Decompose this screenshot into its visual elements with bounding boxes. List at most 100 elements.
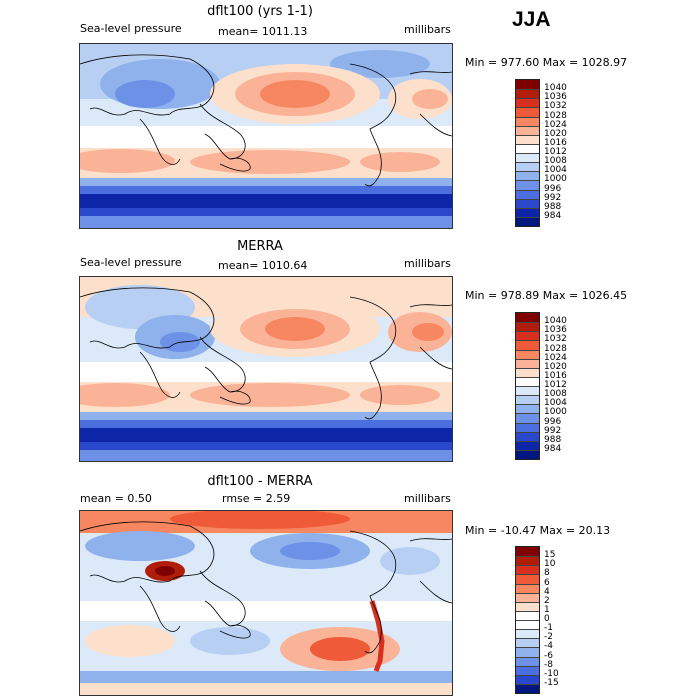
colorbar-swatch (516, 431, 539, 441)
panel-1-mean-label: mean= 1011.13 (218, 25, 308, 38)
colorbar-swatch (516, 647, 539, 657)
colorbar-swatch (516, 547, 539, 557)
panel-3-map (79, 510, 453, 696)
panel-3-stats: Min = -10.47 Max = 20.13 (465, 524, 611, 537)
panel-2-title: MERRA (237, 239, 283, 254)
colorbar-tick-label: 1032 (544, 101, 567, 112)
colorbar-tick-label: 1012 (544, 147, 567, 157)
panel-1-variable-label: Sea-level pressure (80, 22, 182, 35)
colorbar-swatch (516, 313, 539, 323)
panel-2-map (79, 276, 453, 462)
colorbar-swatch (516, 349, 539, 359)
colorbar-tick-label: 1000 (544, 174, 567, 185)
colorbar-swatch (516, 134, 539, 144)
colorbar-swatch (516, 171, 539, 181)
colorbar-tick-label: 996 (544, 416, 562, 427)
panel-3-colorbar (515, 546, 540, 694)
colorbar-swatch (516, 674, 539, 684)
season-label: JJA (512, 8, 551, 31)
colorbar-tick-label: 1020 (544, 361, 567, 372)
panel-1-colorbar (515, 79, 540, 227)
colorbar-tick-label: 1000 (544, 407, 567, 418)
colorbar-tick-label: 1016 (544, 370, 567, 381)
colorbar-swatch (516, 665, 539, 675)
colorbar-swatch (516, 565, 539, 575)
panel-2-units-label: millibars (404, 257, 451, 270)
colorbar-swatch (516, 189, 539, 199)
panel-2-field (80, 277, 452, 461)
colorbar-swatch (516, 162, 539, 172)
colorbar-tick-label: -8 (544, 659, 553, 670)
panel-3-mean-label: mean = 0.50 (80, 492, 152, 505)
colorbar-swatch (516, 583, 539, 593)
colorbar-swatch (516, 601, 539, 611)
colorbar-tick-label: 1040 (544, 83, 567, 94)
colorbar-swatch (516, 404, 539, 414)
colorbar-tick-label: -15 (544, 677, 559, 688)
colorbar-swatch (516, 422, 539, 432)
colorbar-tick-label: 1040 (544, 316, 567, 327)
colorbar-swatch (516, 198, 539, 208)
colorbar-swatch (516, 207, 539, 217)
colorbar-swatch (516, 89, 539, 99)
colorbar-tick-label: 996 (544, 183, 562, 194)
colorbar-swatch (516, 98, 539, 108)
colorbar-swatch (516, 376, 539, 386)
panel-3-field (80, 511, 452, 695)
colorbar-tick-label: -2 (544, 632, 553, 643)
colorbar-tick-label: 1020 (544, 128, 567, 139)
panel-2-variable-label: Sea-level pressure (80, 256, 182, 269)
panel-1-field (80, 44, 452, 228)
colorbar-swatch (516, 116, 539, 126)
colorbar-swatch (516, 216, 539, 226)
colorbar-swatch (516, 656, 539, 666)
colorbar-tick-label: -4 (544, 641, 553, 652)
colorbar-tick-label: 1008 (544, 389, 567, 400)
colorbar-tick-label: -10 (544, 668, 559, 679)
panel-3-rmse-label: rmse = 2.59 (222, 492, 291, 505)
colorbar-tick-label: 1032 (544, 334, 567, 345)
colorbar-swatch (516, 386, 539, 396)
colorbar-tick-label: -1 (544, 623, 553, 634)
colorbar-tick-label: 1004 (544, 165, 567, 176)
colorbar-tick-label: 8 (544, 568, 550, 579)
colorbar-swatch (516, 592, 539, 602)
colorbar-tick-label: 4 (544, 586, 550, 597)
panel-3-units-label: millibars (404, 492, 451, 505)
colorbar-swatch (516, 629, 539, 639)
colorbar-swatch (516, 683, 539, 693)
colorbar-swatch (516, 413, 539, 423)
colorbar-tick-label: 992 (544, 192, 562, 203)
colorbar-tick-label: 1 (544, 604, 550, 615)
colorbar-tick-label: 2 (544, 595, 550, 606)
colorbar-tick-label: 1024 (544, 352, 567, 363)
colorbar-swatch (516, 80, 539, 90)
colorbar-tick-label: 984 (544, 443, 562, 454)
colorbar-swatch (516, 620, 539, 630)
colorbar-tick-label: 6 (544, 577, 550, 588)
colorbar-swatch (516, 125, 539, 135)
colorbar-tick-label: 1016 (544, 137, 567, 148)
colorbar-tick-label: 1012 (544, 380, 567, 390)
panel-1-stats: Min = 977.60 Max = 1028.97 (465, 56, 628, 69)
colorbar-tick-label: 988 (544, 201, 562, 212)
colorbar-swatch (516, 367, 539, 377)
colorbar-tick-label: 0 (544, 614, 550, 624)
panel-1-title: dflt100 (yrs 1-1) (207, 4, 313, 19)
colorbar-swatch (516, 107, 539, 117)
colorbar-swatch (516, 395, 539, 405)
colorbar-swatch (516, 638, 539, 648)
colorbar-swatch (516, 180, 539, 190)
colorbar-swatch (516, 322, 539, 332)
colorbar-swatch (516, 556, 539, 566)
colorbar-tick-label: -6 (544, 650, 553, 661)
colorbar-tick-label: 1028 (544, 110, 567, 121)
panel-2-stats: Min = 978.89 Max = 1026.45 (465, 289, 628, 302)
colorbar-swatch (516, 358, 539, 368)
colorbar-tick-label: 1004 (544, 398, 567, 409)
colorbar-swatch (516, 143, 539, 153)
colorbar-tick-label: 1028 (544, 343, 567, 354)
colorbar-tick-label: 1036 (544, 325, 567, 336)
panel-3-title: dflt100 - MERRA (207, 474, 313, 489)
colorbar-swatch (516, 331, 539, 341)
